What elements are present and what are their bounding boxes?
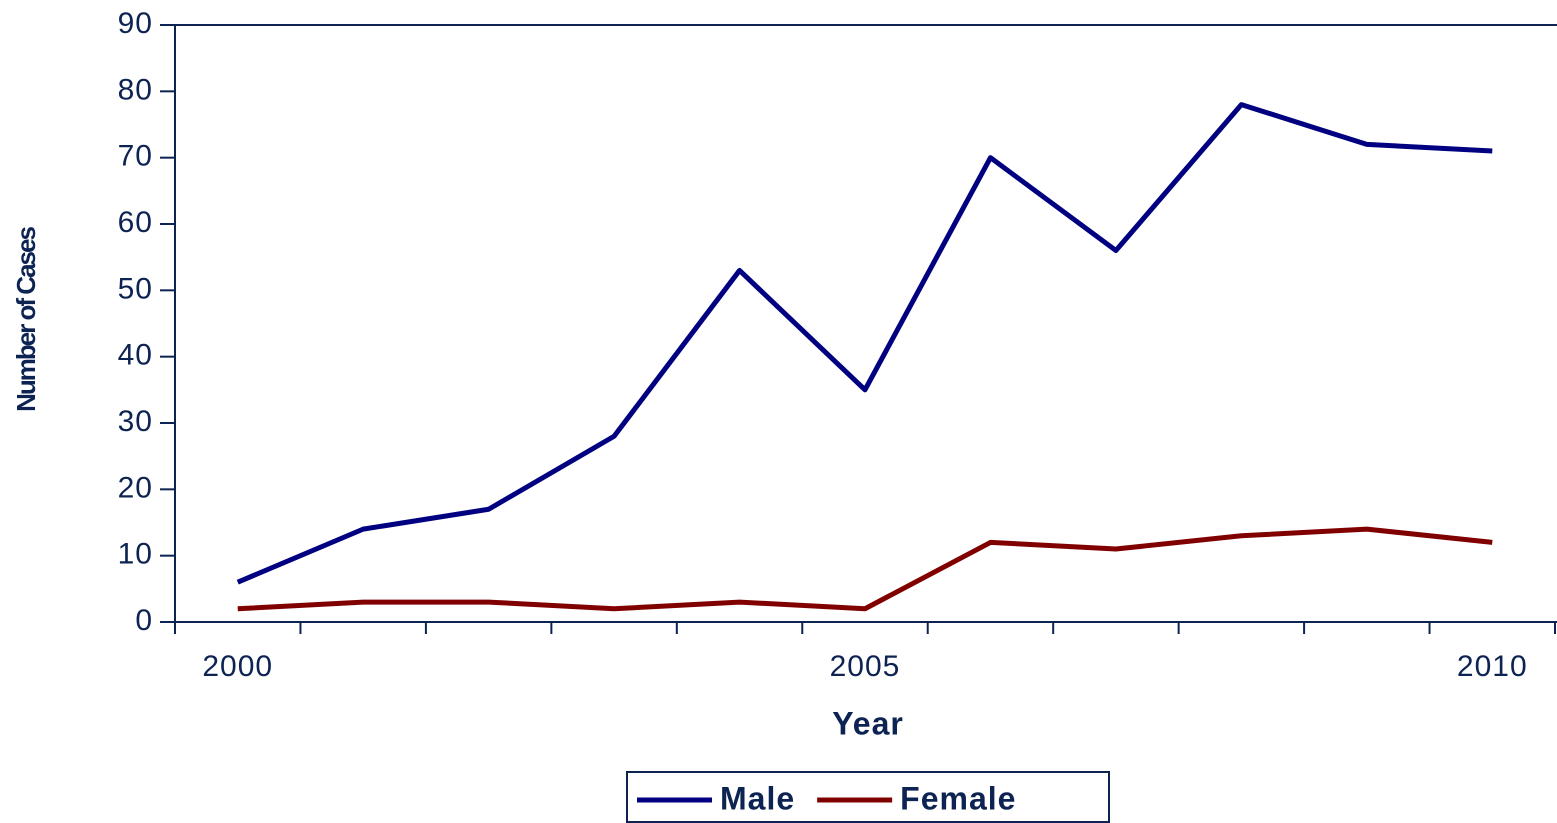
y-tick-label: 80: [118, 73, 153, 106]
y-tick-label: 70: [118, 140, 153, 173]
legend-label: Male: [720, 780, 795, 816]
y-tick-label: 60: [118, 206, 153, 239]
x-tick-label: 2010: [1457, 650, 1528, 683]
legend: [626, 771, 1110, 823]
y-tick-label: 40: [118, 339, 153, 372]
line-series: [237, 526, 1493, 612]
y-tick-label: 10: [118, 538, 153, 571]
y-tick-label: 20: [118, 471, 153, 504]
y-tick-label: 30: [118, 405, 153, 438]
line-series: [236, 102, 1493, 585]
y-tick-label: 90: [118, 7, 153, 40]
x-tick-label: 2000: [202, 650, 273, 683]
y-axis-title: Number of Cases: [11, 227, 41, 412]
y-tick-label: 50: [118, 272, 153, 305]
x-axis-title: Year: [832, 705, 904, 741]
legend-label: Female: [900, 780, 1016, 816]
x-tick-label: 2005: [830, 650, 901, 683]
y-tick-label: 0: [135, 604, 153, 637]
